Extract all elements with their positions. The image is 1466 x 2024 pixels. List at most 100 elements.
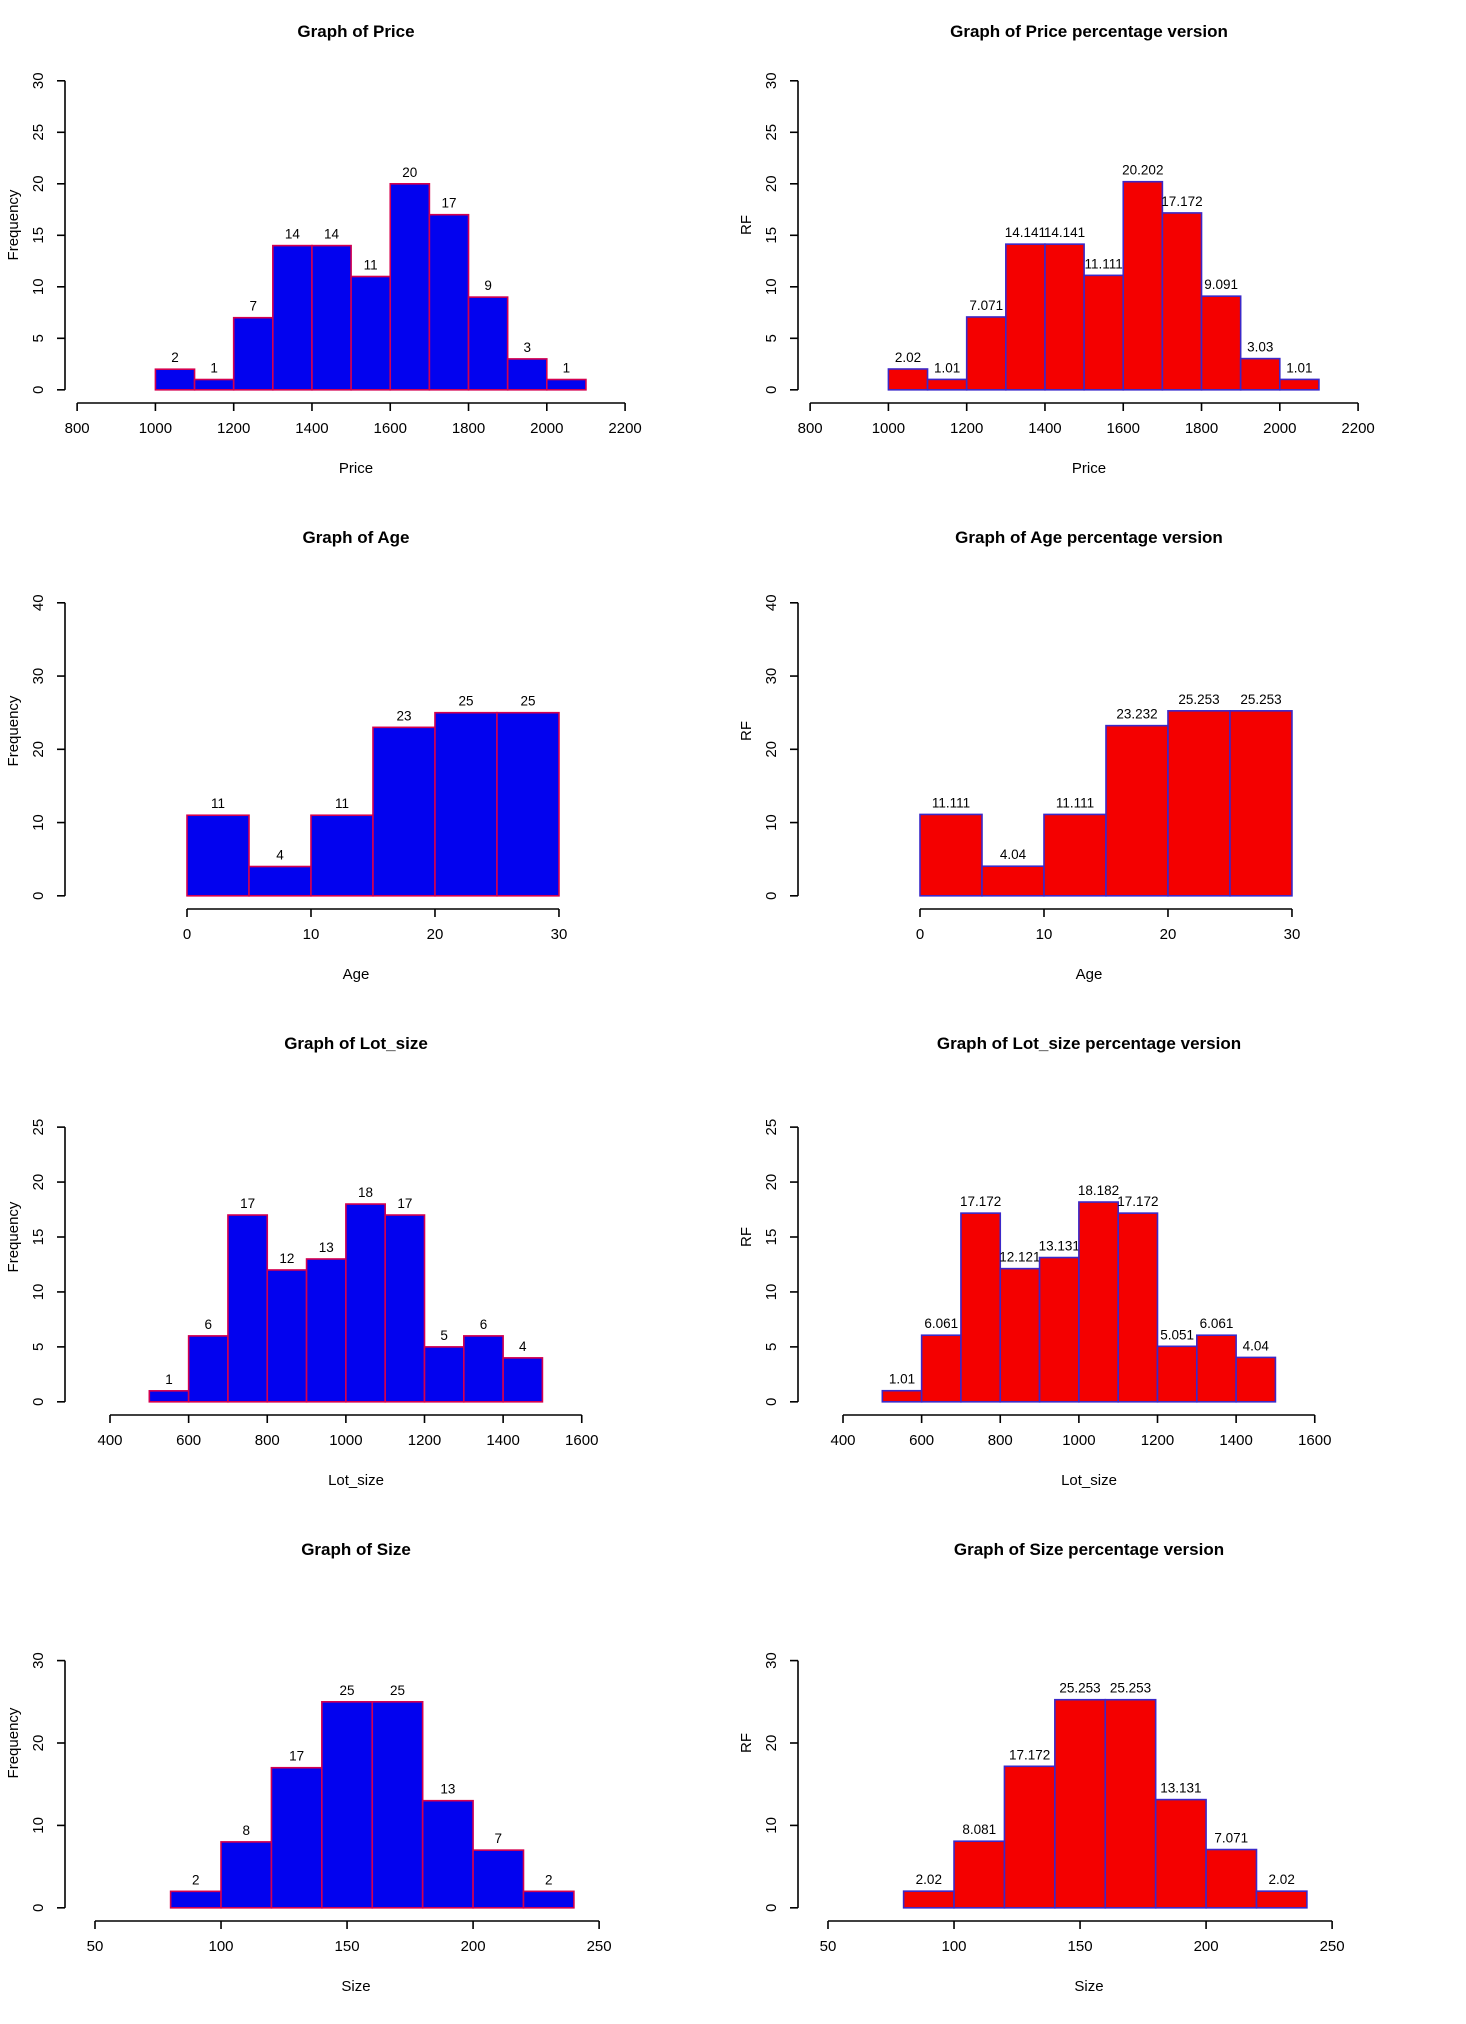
- histogram-bar: [310, 814, 374, 897]
- x-tick-label: 20: [1160, 926, 1177, 943]
- bar-value-label: 18: [358, 1185, 373, 1200]
- y-tick-label: 15: [30, 227, 47, 244]
- bar-value-label: 3.03: [1247, 340, 1273, 355]
- y-tick-label: 0: [763, 1904, 780, 1912]
- histogram-bar: [1161, 212, 1203, 391]
- histogram-bar: [1156, 1345, 1198, 1403]
- y-axis-label: Frequency: [5, 189, 22, 260]
- bar-value-label: 7.071: [1214, 1831, 1248, 1846]
- histogram-bar: [305, 1258, 347, 1403]
- histogram-bar: [920, 1334, 962, 1403]
- histogram-bar: [1122, 180, 1164, 391]
- y-tick-label: 20: [30, 741, 47, 758]
- bar-value-label: 11.111: [1085, 256, 1123, 271]
- x-tick-label: 50: [820, 1938, 837, 1955]
- y-tick-label: 15: [763, 1229, 780, 1246]
- x-tick-label: 250: [587, 1938, 612, 1955]
- histogram-bar: [1043, 813, 1107, 897]
- bar-value-label: 2.02: [895, 350, 921, 365]
- histogram-bar: [266, 1269, 308, 1403]
- bar-value-label: 23: [396, 708, 411, 723]
- bar-value-label: 14.141: [1005, 225, 1046, 240]
- y-axis-label: Frequency: [5, 1707, 22, 1778]
- bar-value-label: 14: [285, 227, 301, 242]
- bar-value-label: 2: [171, 350, 179, 365]
- chart-cell-7: Graph of Size percentage version 0 10 20 30 R…: [733, 1518, 1466, 2024]
- bar-value-label: 17.172: [1117, 1194, 1158, 1209]
- bar-value-label: 13.131: [1160, 1781, 1201, 1796]
- y-tick-label: 20: [30, 175, 47, 192]
- histogram-bar: [232, 316, 274, 391]
- histogram-bar: [1200, 295, 1242, 391]
- y-tick-label: 25: [30, 124, 47, 141]
- y-tick-label: 10: [30, 278, 47, 295]
- y-tick-label: 20: [763, 1174, 780, 1191]
- histogram-bar: [467, 296, 509, 391]
- x-tick-label: 2200: [608, 420, 641, 437]
- x-tick-label: 250: [1320, 1938, 1345, 1955]
- y-tick-label: 5: [763, 334, 780, 342]
- bar-value-label: 5: [440, 1328, 448, 1343]
- histogram-bar: [270, 1766, 323, 1909]
- chart-svg: Graph of Age percentage version 0 10 20 30 40…: [738, 528, 1301, 983]
- histogram-bar: [1117, 1212, 1159, 1403]
- y-axis-label: Frequency: [5, 1201, 22, 1272]
- y-tick-label: 5: [30, 334, 47, 342]
- chart-cell-5: Graph of Lot_size percentage version 0 5 10…: [733, 1012, 1466, 1518]
- x-tick-label: 800: [988, 1432, 1013, 1449]
- bar-value-label: 8: [242, 1823, 250, 1838]
- x-tick-label: 1600: [374, 420, 407, 437]
- x-tick-label: 1000: [139, 420, 172, 437]
- y-tick-label: 0: [30, 892, 47, 900]
- y-tick-label: 15: [30, 1229, 47, 1246]
- bar-value-label: 2: [192, 1872, 200, 1887]
- y-tick-label: 25: [763, 1119, 780, 1136]
- y-tick-label: 30: [30, 72, 47, 89]
- chart-title: Graph of Age percentage version: [955, 528, 1223, 547]
- histogram-bar: [1005, 243, 1046, 391]
- x-axis-label: Size: [341, 1978, 370, 1995]
- chart-title: Graph of Lot_size percentage version: [937, 1034, 1241, 1053]
- y-tick-label: 15: [763, 227, 780, 244]
- bar-value-label: 5.051: [1160, 1327, 1194, 1342]
- y-tick-label: 30: [763, 72, 780, 89]
- x-tick-label: 2000: [530, 420, 563, 437]
- histogram-bar: [919, 813, 983, 897]
- x-tick-label: 100: [209, 1938, 234, 1955]
- x-tick-label: 30: [1284, 926, 1301, 943]
- histogram-bar: [154, 368, 196, 391]
- bar-value-label: 4.04: [1243, 1338, 1270, 1353]
- y-tick-label: 10: [763, 814, 780, 831]
- bar-value-label: 14.141: [1044, 225, 1085, 240]
- chart-title: Graph of Price: [297, 22, 414, 41]
- histogram-bar: [1054, 1698, 1107, 1909]
- bar-value-label: 12.121: [999, 1250, 1040, 1265]
- x-tick-label: 30: [551, 926, 568, 943]
- chart-svg: Graph of Age 0 10 20 30 40 Frequency 0 10 20 30 Age…: [5, 528, 568, 983]
- bar-value-label: 17.172: [1009, 1747, 1050, 1762]
- histogram-bar: [965, 316, 1007, 391]
- x-axis-label: Price: [1072, 460, 1106, 477]
- histogram-bar: [434, 711, 498, 897]
- bar-value-label: 25: [458, 694, 473, 709]
- histogram-bar: [248, 865, 312, 897]
- histogram-bar: [496, 711, 560, 897]
- histogram-bar: [1167, 710, 1231, 897]
- bar-value-label: 2.02: [916, 1872, 942, 1887]
- histogram-bar: [220, 1841, 273, 1909]
- x-tick-label: 10: [303, 926, 320, 943]
- bar-value-label: 2.02: [1269, 1872, 1295, 1887]
- bar-value-label: 4: [519, 1339, 527, 1354]
- x-tick-label: 600: [176, 1432, 201, 1449]
- histogram-bar: [953, 1840, 1006, 1909]
- histogram-bar: [350, 275, 392, 391]
- y-tick-label: 10: [763, 1284, 780, 1301]
- chart-title: Graph of Size percentage version: [954, 1540, 1224, 1559]
- x-tick-label: 2000: [1263, 420, 1296, 437]
- bar-value-label: 25.253: [1059, 1681, 1100, 1696]
- histogram-bar: [169, 1890, 222, 1909]
- bar-value-label: 6.061: [924, 1316, 958, 1331]
- x-tick-label: 200: [461, 1938, 486, 1955]
- histogram-bar: [1279, 378, 1320, 391]
- chart-cell-2: Graph of Age 0 10 20 30 40 Frequency 0 10 20 30 Age…: [0, 506, 733, 1012]
